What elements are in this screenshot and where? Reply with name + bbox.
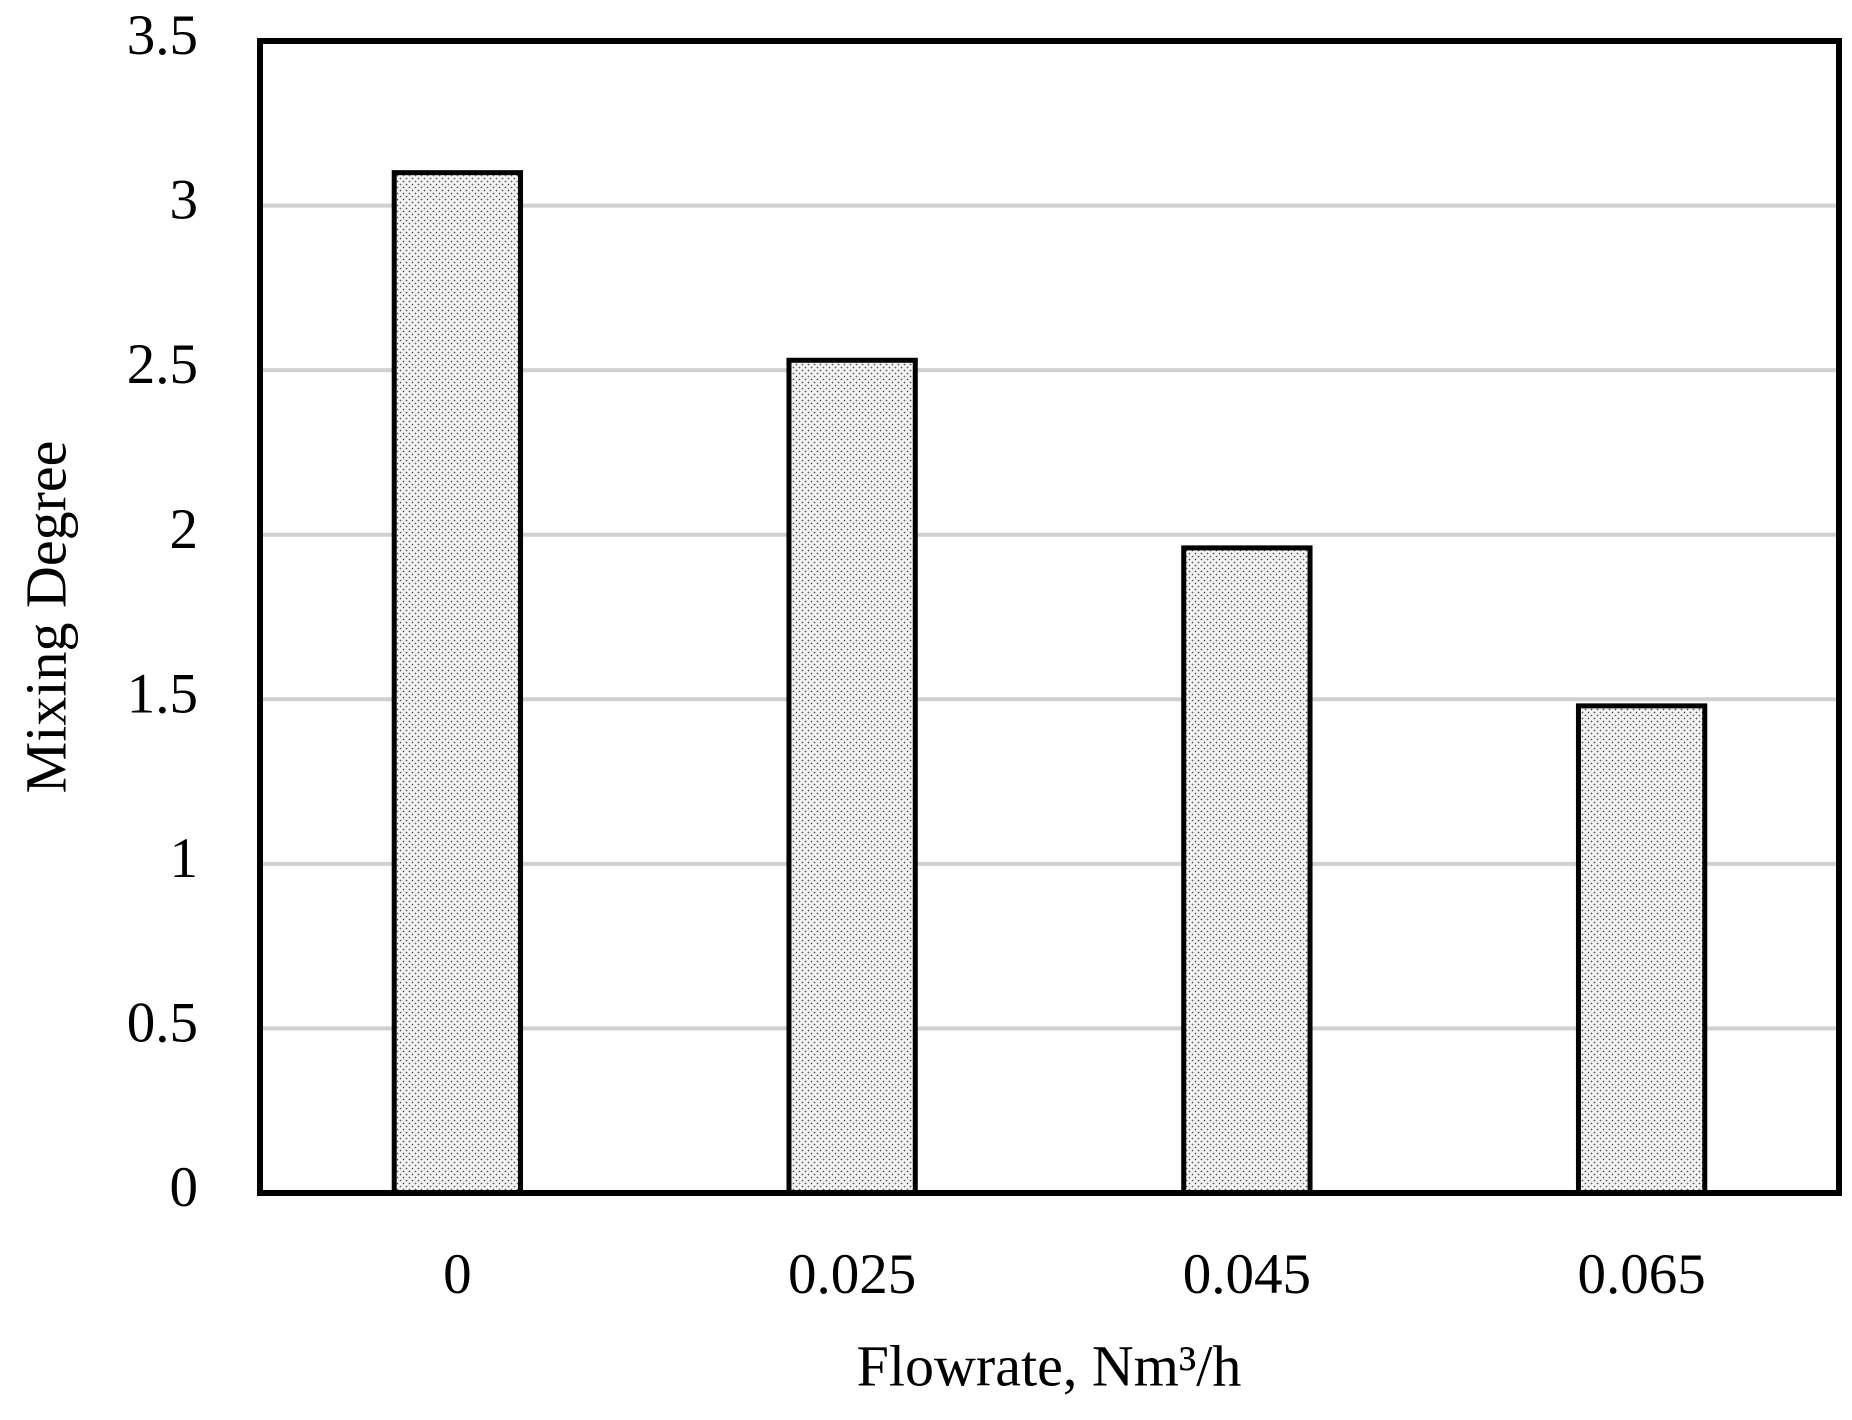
bar: [1181, 545, 1313, 1196]
x-tick-label: 0.025: [788, 1243, 916, 1306]
plot-frame: [257, 38, 1842, 1196]
grid: [260, 39, 1839, 1195]
y-tick-label: 2.5: [127, 333, 198, 396]
x-tick-label: 0.065: [1578, 1243, 1706, 1306]
x-tick-label: 0: [443, 1243, 472, 1306]
bar: [1575, 703, 1708, 1196]
x-axis-label: Flowrate, Nm³/h: [857, 1333, 1242, 1398]
y-tick-label: 0.5: [127, 992, 198, 1055]
y-tick-label: 0: [170, 1156, 199, 1219]
bars: [391, 170, 1708, 1196]
y-tick-label: 3: [170, 169, 199, 232]
y-tick-label: 1: [170, 827, 199, 890]
y-tick-label: 1.5: [127, 662, 198, 725]
y-tick-label: 3.5: [127, 4, 198, 67]
bar: [786, 357, 918, 1196]
x-tick-label: 0.045: [1183, 1243, 1311, 1306]
y-tick-label: 2: [170, 498, 199, 561]
y-axis-label: Mixing Degree: [13, 441, 78, 794]
bar: [391, 170, 524, 1196]
